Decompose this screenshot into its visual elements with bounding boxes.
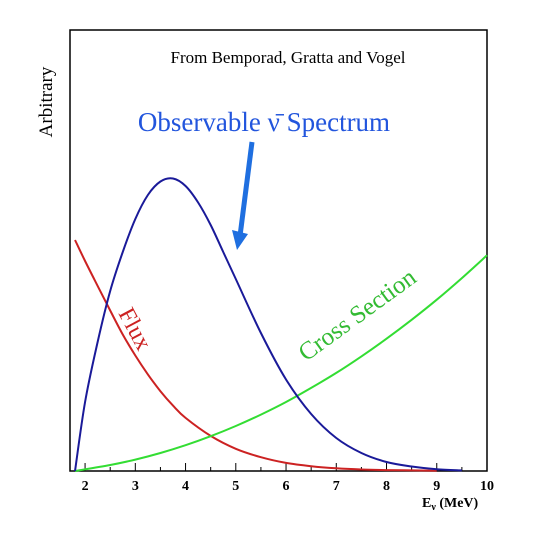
flux-curve [74, 239, 437, 472]
x-tick-label-5: 5 [232, 479, 239, 494]
series-lines [74, 177, 488, 472]
spectrum-arrow [232, 141, 255, 250]
x-tick-label-7: 7 [333, 479, 340, 494]
x-tick-label-9: 9 [433, 479, 440, 494]
x-tick-label-4: 4 [182, 479, 189, 494]
x-tick-label-2: 2 [82, 479, 89, 494]
cross-section-label: Cross Section [294, 263, 422, 366]
x-tick-label-8: 8 [383, 479, 390, 494]
plot-frame [69, 29, 488, 472]
spectrum-label: Observable ν̄ Spectrum [138, 107, 390, 137]
x-axis-ticks: 2 3 4 5 6 7 8 9 10 [82, 463, 494, 494]
annotation-title: From Bemporad, Gratta and Vogel [171, 48, 406, 67]
y-axis-label: Arbitrary [36, 66, 57, 137]
x-tick-label-10: 10 [480, 479, 494, 494]
x-tick-label-6: 6 [283, 479, 290, 494]
cross-section-curve [74, 254, 488, 472]
spectrum-curve [74, 177, 462, 472]
x-tick-label-3: 3 [132, 479, 139, 494]
x-axis-label: Eν (MeV) [422, 496, 479, 513]
